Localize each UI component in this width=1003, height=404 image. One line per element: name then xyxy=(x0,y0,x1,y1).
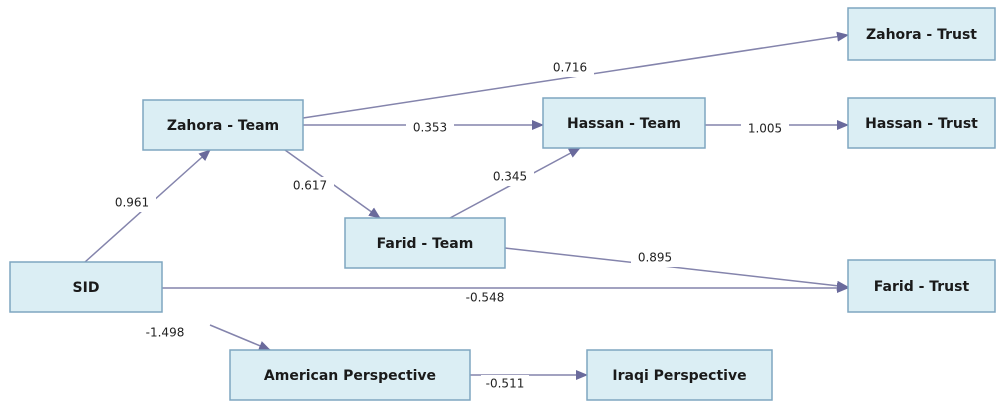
edge-label: 0.345 xyxy=(493,170,527,184)
edge-label: 0.716 xyxy=(553,61,587,75)
edge-label: -1.498 xyxy=(146,326,185,340)
edge-label-bg xyxy=(546,59,594,77)
node-box xyxy=(229,349,471,401)
edge-label-bg xyxy=(141,324,189,342)
edge-label: 0.895 xyxy=(638,251,672,265)
node-box xyxy=(9,261,163,313)
node-label: Hassan - Team xyxy=(567,116,681,132)
node-box xyxy=(847,7,996,61)
edge-label-bg xyxy=(481,375,529,393)
node-label: American Perspective xyxy=(264,368,436,384)
node-label: Hassan - Trust xyxy=(865,116,978,132)
node-label: Farid - Trust xyxy=(874,279,970,295)
edge-label: 0.961 xyxy=(115,196,149,210)
edge-label-bg xyxy=(741,120,789,138)
edge-label-bg xyxy=(486,168,534,186)
edge-label: 1.005 xyxy=(748,122,782,136)
edge-line xyxy=(504,247,849,291)
edge-label-bg xyxy=(286,177,334,195)
edge-label: -0.548 xyxy=(466,291,505,305)
node-box xyxy=(344,217,506,269)
node-box xyxy=(586,349,773,401)
node-label: SID xyxy=(73,280,100,296)
node-label: Farid - Team xyxy=(377,236,474,252)
edge-label: 0.617 xyxy=(293,179,327,193)
node-box xyxy=(142,99,304,151)
edge-label: -0.511 xyxy=(486,377,525,391)
edge-label-bg xyxy=(406,119,454,137)
node-label: Iraqi Perspective xyxy=(612,368,746,384)
node-box xyxy=(847,97,996,149)
node-box xyxy=(847,259,996,313)
edge-label-bg xyxy=(461,289,509,307)
node-label: Zahora - Trust xyxy=(866,27,977,43)
edge-line xyxy=(209,324,271,351)
edge-label: 0.353 xyxy=(413,121,447,135)
node-label: Zahora - Team xyxy=(167,118,279,134)
node-box xyxy=(542,97,706,149)
edge-label-bg xyxy=(631,249,679,267)
edge-label-bg xyxy=(108,194,156,212)
